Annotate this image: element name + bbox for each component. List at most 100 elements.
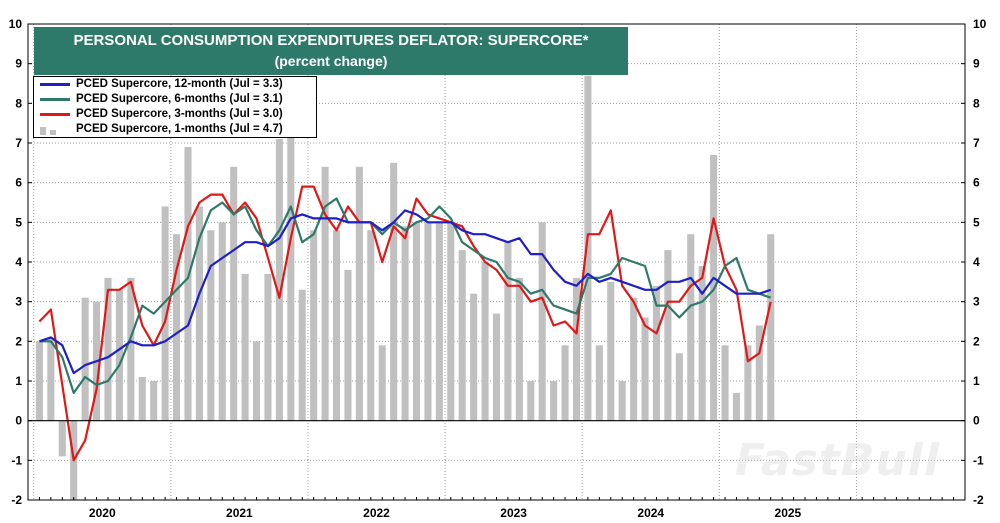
x-tick-label-2025: 2025	[775, 506, 802, 520]
y-tick-label-right: -1	[973, 453, 984, 467]
line-6-months	[39, 197, 772, 394]
bar-1-month	[150, 381, 158, 421]
legend-label-12-month: PCED Supercore, 12-month (Jul = 3.3)	[76, 78, 283, 90]
bar-1-month	[504, 242, 512, 421]
legend-item-1-months: PCED Supercore, 1-months (Jul = 4.7)	[34, 122, 316, 137]
bar-1-month	[538, 222, 546, 421]
bar-1-month	[332, 230, 341, 421]
y-tick-label-left: 3	[15, 295, 22, 309]
y-tick-label-left: 1	[15, 374, 22, 388]
bar-1-month	[630, 297, 638, 421]
bar-1-month	[367, 230, 375, 421]
y-tick-label-left: 8	[15, 96, 22, 110]
y-tick-label-left: -1	[11, 453, 22, 467]
bar-1-month	[435, 222, 443, 421]
x-tick-label-2022: 2022	[363, 506, 390, 520]
bar-1-month	[241, 273, 249, 421]
bar-1-month	[184, 146, 192, 421]
y-tick-label-left: -2	[11, 493, 22, 507]
bar-1-month	[401, 226, 409, 421]
bar-1-month	[595, 345, 603, 421]
y-tick-label-left: 10	[9, 17, 23, 31]
bar-1-month	[664, 250, 672, 421]
bar-1-month	[264, 273, 272, 421]
plot-frame	[27, 23, 966, 501]
y-tick-label-right: 2	[973, 334, 980, 348]
y-tick-label-right: 8	[973, 96, 980, 110]
bar-1-month	[35, 341, 43, 421]
legend-label-3-months: PCED Supercore, 3-months (Jul = 3.0)	[76, 108, 283, 120]
y-tick-label-right: 0	[973, 414, 980, 428]
bar-1-month	[104, 277, 112, 421]
bar-1-month	[515, 277, 523, 421]
bar-1-month	[481, 262, 489, 421]
bar-1-month	[744, 345, 752, 421]
y-tick-label-left: 9	[15, 57, 22, 71]
bar-1-month	[275, 139, 283, 421]
bar-1-month	[218, 222, 226, 421]
bar-1-month	[252, 341, 261, 421]
bar-1-month	[58, 420, 66, 457]
legend: PCED Supercore, 12-month (Jul = 3.3) PCE…	[33, 76, 317, 138]
y-tick-label-left: 5	[15, 215, 22, 229]
bar-1-month	[652, 285, 661, 421]
bar-1-month	[298, 289, 306, 421]
y-tick-label-left: 6	[15, 176, 22, 190]
bar-1-month	[698, 265, 706, 421]
bar-1-month	[127, 277, 135, 421]
chart-subtitle: (percent change)	[274, 53, 388, 69]
bar-1-month	[527, 381, 535, 421]
bar-1-month	[470, 293, 478, 421]
bar-1-month	[412, 222, 421, 421]
y-tick-label-left: 4	[15, 255, 22, 269]
bar-1-month	[755, 325, 763, 421]
bar-1-month	[173, 234, 181, 421]
bar-1-month	[458, 250, 466, 421]
bar-1-month	[230, 166, 238, 421]
bar-1-month	[355, 166, 363, 421]
y-tick-label-right: -2	[973, 493, 984, 507]
bar-1-month	[81, 297, 89, 421]
bar-1-month	[687, 234, 695, 421]
y-tick-label-left: 2	[15, 334, 22, 348]
bar-1-month	[572, 277, 581, 421]
bar-1-month	[607, 281, 615, 421]
y-tick-label-right: 1	[973, 374, 980, 388]
bar-1-month	[138, 377, 146, 421]
y-tick-label-right: 5	[973, 215, 980, 229]
legend-swatch-3-months	[40, 113, 70, 116]
bar-1-month	[378, 345, 386, 421]
y-tick-label-left: 0	[15, 414, 22, 428]
bar-1-month	[492, 313, 501, 421]
legend-item-12-month: PCED Supercore, 12-month (Jul = 3.3)	[34, 77, 316, 92]
bar-1-month	[675, 353, 683, 421]
bar-1-month	[584, 75, 592, 421]
bar-1-month	[550, 381, 558, 421]
bar-1-month	[115, 289, 123, 421]
bar-series-1-month	[35, 75, 775, 500]
line-3-months	[38, 185, 772, 462]
chart-title-box: PERSONAL CONSUMPTION EXPENDITURES DEFLAT…	[34, 27, 628, 75]
bar-1-month	[161, 206, 169, 421]
bar-1-month	[390, 162, 398, 421]
y-tick-label-right: 10	[973, 17, 987, 31]
axes: -2 -2 -1 -1 0 0 1 1 2 2 3 3 4 4 5 5 6 6 7 7 8 8 9 9 10 10 2020 2021…	[9, 17, 987, 520]
bar-1-month	[207, 230, 215, 421]
x-tick-label-2021: 2021	[226, 506, 253, 520]
bar-1-month	[287, 135, 295, 421]
line-series-group	[38, 185, 772, 462]
x-tick-label-2023: 2023	[500, 506, 527, 520]
legend-swatch-12-month	[40, 83, 70, 86]
legend-item-3-months: PCED Supercore, 3-months (Jul = 3.0)	[34, 107, 316, 122]
bar-1-month	[721, 345, 729, 421]
y-tick-label-right: 3	[973, 295, 980, 309]
line-12-month	[39, 209, 772, 375]
x-tick-label-2024: 2024	[637, 506, 664, 520]
y-tick-label-right: 9	[973, 57, 980, 71]
legend-label-6-months: PCED Supercore, 6-months (Jul = 3.1)	[76, 93, 283, 105]
bar-1-month	[618, 381, 626, 421]
legend-label-1-months: PCED Supercore, 1-months (Jul = 4.7)	[76, 123, 283, 135]
y-tick-label-left: 7	[15, 136, 22, 150]
legend-item-6-months: PCED Supercore, 6-months (Jul = 3.1)	[34, 92, 316, 107]
